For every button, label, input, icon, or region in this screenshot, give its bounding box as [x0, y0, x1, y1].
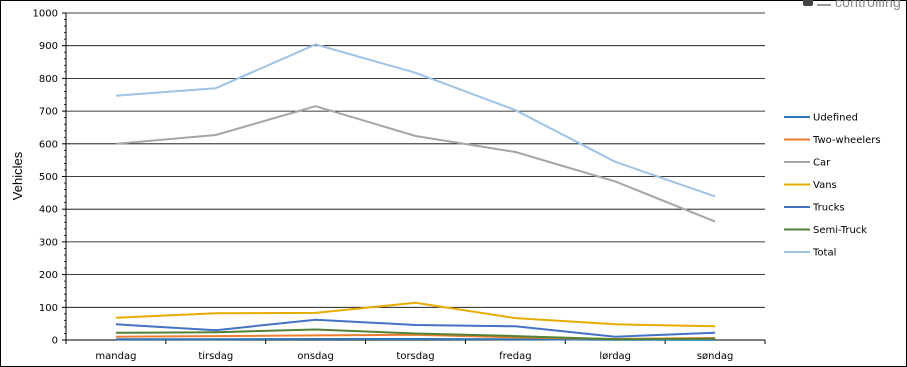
y-tick-label: 700 [39, 107, 58, 118]
y-tick-label: 300 [39, 237, 58, 248]
series-line [115, 43, 716, 198]
legend-label: Car [813, 158, 831, 169]
y-tick-label: 500 [39, 172, 58, 183]
y-axis-label: Vehicles [10, 151, 25, 200]
logo-lines-icon [816, 0, 831, 6]
legend-label: Semi-Truck [813, 225, 867, 236]
legend-label: Two-wheelers [812, 135, 881, 146]
series-line [115, 318, 716, 338]
brand-logo: controlling [802, 0, 901, 12]
x-tick-label: søndag [697, 351, 734, 362]
legend-label: Vans [813, 180, 837, 191]
y-tick-label: 800 [39, 74, 58, 85]
logo-mark-icon [802, 0, 813, 6]
x-tick-label: torsdag [396, 351, 434, 362]
legend-label: Udefined [813, 113, 858, 124]
y-tick-label: 0 [52, 336, 58, 347]
x-tick-label: tirsdag [198, 351, 233, 362]
x-tick-label: lørdag [599, 351, 631, 362]
series-line [115, 328, 716, 341]
y-tick-label: 900 [39, 41, 58, 52]
x-tick-label: onsdag [297, 351, 334, 362]
series-line [115, 105, 716, 223]
y-tick-label: 1000 [33, 9, 58, 20]
y-tick-label: 100 [39, 303, 58, 314]
series-line [115, 301, 716, 328]
logo-text: controlling [834, 0, 901, 10]
y-tick-label: 400 [39, 205, 58, 216]
legend-label: Trucks [812, 203, 845, 214]
y-tick-label: 600 [39, 139, 58, 150]
x-tick-label: mandag [95, 351, 136, 362]
y-tick-label: 200 [39, 270, 58, 281]
x-tick-label: fredag [499, 351, 531, 362]
legend-label: Total [812, 248, 836, 259]
